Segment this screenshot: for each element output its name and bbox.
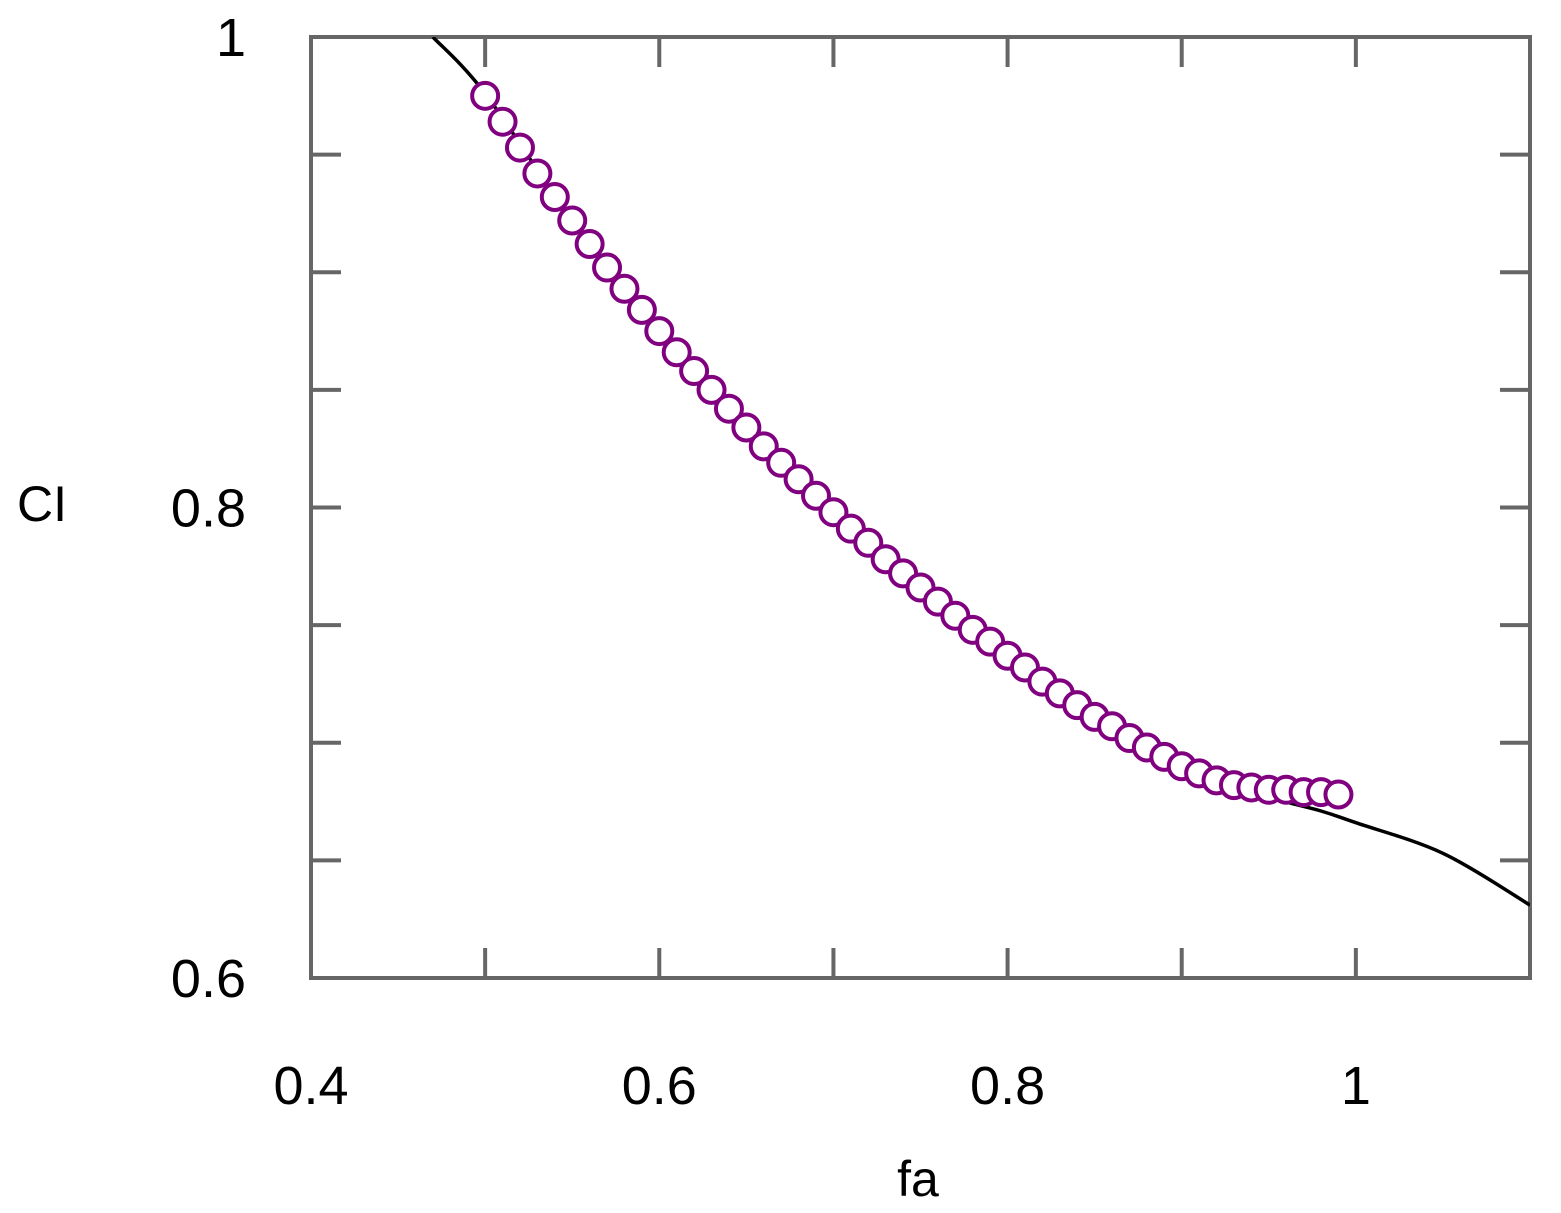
y-tick-label: 0.8 (171, 479, 246, 539)
data-point (522, 158, 553, 189)
data-point (557, 205, 588, 236)
data-point (609, 273, 640, 304)
data-point (644, 316, 675, 347)
x-tick-label: 0.8 (970, 1056, 1045, 1116)
data-markers (470, 80, 1354, 810)
data-point (574, 229, 605, 260)
data-point (661, 337, 692, 368)
data-point (592, 252, 623, 283)
x-tick-label: 1 (1341, 1056, 1371, 1116)
x-tick-label: 0.6 (622, 1056, 697, 1116)
y-tick-label: 0.6 (171, 949, 246, 1009)
x-axis-label: fa (897, 1151, 939, 1207)
tick-labels: 0.4 0.6 0.8 1 0.6 0.8 1 (171, 8, 1371, 1116)
data-point (487, 106, 518, 137)
data-point (626, 294, 657, 325)
plot-frame (309, 35, 1532, 980)
y-axis-label: CI (17, 476, 67, 532)
ticks (311, 37, 1530, 978)
data-point (1323, 779, 1354, 810)
data-point (470, 80, 501, 111)
data-point (504, 132, 535, 163)
fit-curve (431, 37, 1530, 907)
x-tick-label: 0.4 (273, 1056, 348, 1116)
data-point (679, 356, 710, 387)
data-point (696, 374, 727, 405)
data-point (731, 412, 762, 443)
y-tick-label: 1 (216, 8, 246, 68)
data-point (539, 181, 570, 212)
data-point (713, 393, 744, 424)
